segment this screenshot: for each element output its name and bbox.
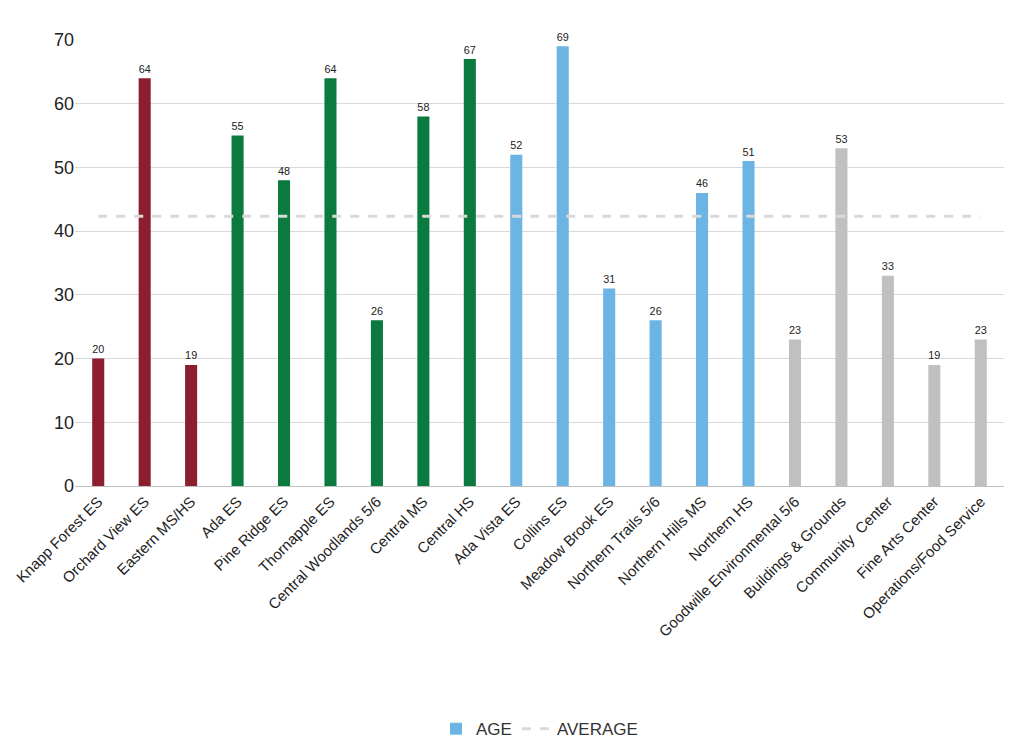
svg-text:26: 26 <box>650 305 662 317</box>
svg-text:Fine Arts Center: Fine Arts Center <box>853 493 942 582</box>
svg-text:20: 20 <box>92 343 104 355</box>
svg-text:Central Woodlands 5/6: Central Woodlands 5/6 <box>265 493 385 613</box>
svg-text:46: 46 <box>696 177 708 189</box>
svg-text:23: 23 <box>789 324 801 336</box>
svg-text:Operations/Food Service: Operations/Food Service <box>859 493 988 622</box>
svg-text:31: 31 <box>603 273 615 285</box>
svg-text:70: 70 <box>54 30 74 50</box>
svg-text:48: 48 <box>278 165 290 177</box>
svg-text:Buildings & Grounds: Buildings & Grounds <box>740 493 849 602</box>
svg-text:AVERAGE: AVERAGE <box>557 720 638 739</box>
svg-text:20: 20 <box>54 349 74 369</box>
svg-text:23: 23 <box>975 324 987 336</box>
svg-text:53: 53 <box>835 133 847 145</box>
svg-text:52: 52 <box>510 139 522 151</box>
svg-text:Central HS: Central HS <box>413 493 477 557</box>
svg-text:Community Center: Community Center <box>792 493 895 596</box>
svg-text:0: 0 <box>64 476 74 496</box>
svg-text:Goodwille Environmental 5/6: Goodwille Environmental 5/6 <box>655 493 802 640</box>
svg-text:19: 19 <box>185 349 197 361</box>
svg-text:Thornapple ES: Thornapple ES <box>255 493 338 576</box>
svg-text:Collins ES: Collins ES <box>509 493 570 554</box>
svg-text:26: 26 <box>371 305 383 317</box>
svg-text:Knapp Forest ES: Knapp Forest ES <box>13 493 106 586</box>
svg-text:Eastern MS/HS: Eastern MS/HS <box>113 493 198 578</box>
svg-text:50: 50 <box>54 158 74 178</box>
svg-text:64: 64 <box>324 63 336 75</box>
svg-text:Ada Vista ES: Ada Vista ES <box>449 493 523 567</box>
svg-text:64: 64 <box>139 63 151 75</box>
svg-text:19: 19 <box>928 349 940 361</box>
svg-text:Meadow Brook ES: Meadow Brook ES <box>517 493 617 593</box>
svg-text:AGE: AGE <box>476 720 512 739</box>
svg-text:58: 58 <box>417 101 429 113</box>
svg-text:10: 10 <box>54 413 74 433</box>
svg-text:60: 60 <box>54 94 74 114</box>
svg-text:55: 55 <box>232 120 244 132</box>
svg-text:Ada ES: Ada ES <box>197 493 245 541</box>
svg-text:Northern Hills MS: Northern Hills MS <box>614 493 709 588</box>
svg-text:Northern HS: Northern HS <box>685 493 756 564</box>
svg-text:67: 67 <box>464 44 476 56</box>
svg-text:Pine Ridge ES: Pine Ridge ES <box>210 493 291 574</box>
svg-text:Northern Trails 5/6: Northern Trails 5/6 <box>564 493 663 592</box>
svg-text:Orchard View ES: Orchard View ES <box>59 493 152 586</box>
svg-text:40: 40 <box>54 221 74 241</box>
svg-text:Central MS: Central MS <box>366 493 431 558</box>
svg-text:69: 69 <box>557 31 569 43</box>
svg-text:51: 51 <box>743 146 755 158</box>
svg-text:33: 33 <box>882 260 894 272</box>
svg-text:30: 30 <box>54 285 74 305</box>
